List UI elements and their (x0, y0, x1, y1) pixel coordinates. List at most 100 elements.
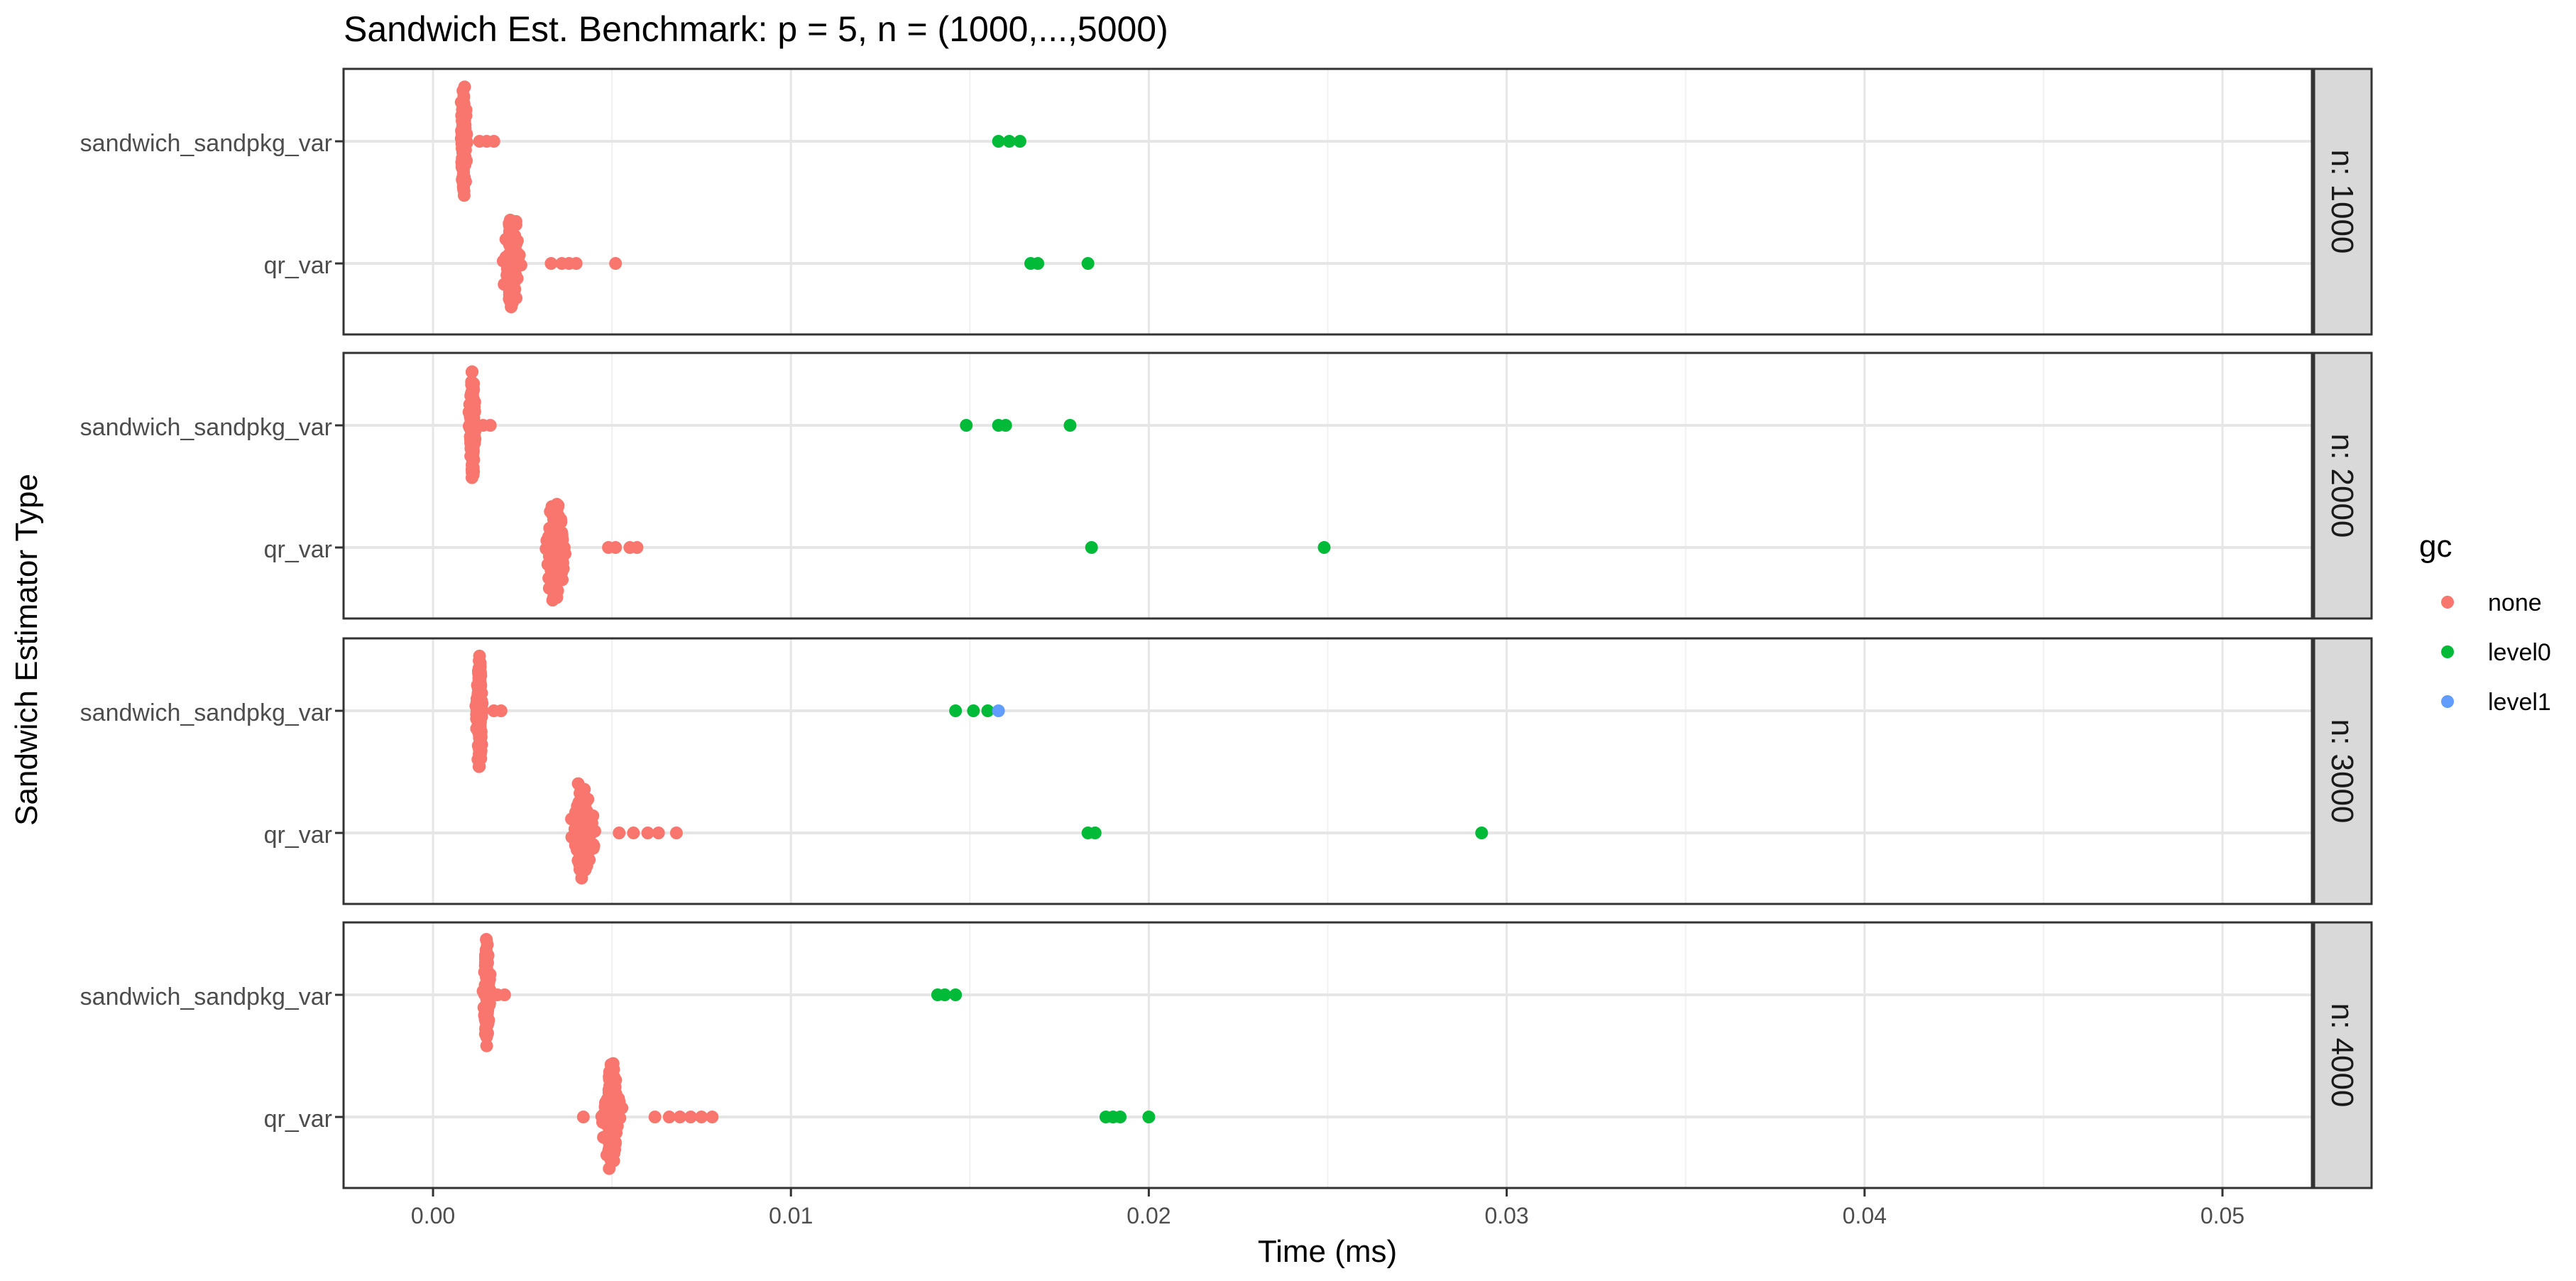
point-none (695, 1111, 708, 1123)
facet-strip (2313, 921, 2373, 1189)
point-level0 (999, 419, 1012, 432)
point-none (464, 432, 477, 446)
legend-key-level1 (2441, 695, 2454, 708)
point-level0 (1088, 827, 1102, 839)
point-none (481, 1027, 494, 1041)
point-none (480, 1039, 493, 1052)
chart-title: Sandwich Est. Benchmark: p = 5, n = (100… (344, 9, 1168, 49)
point-none (662, 1111, 676, 1123)
point-none (465, 408, 478, 422)
point-none (569, 257, 583, 270)
point-none (458, 133, 471, 147)
point-none (578, 783, 591, 796)
point-none (581, 792, 595, 806)
point-none (473, 680, 487, 694)
y-tick-label: qr_var (264, 822, 332, 849)
facet-panel: sandwich_sandpkg_var qr_var n: 2000 (80, 351, 2373, 620)
y-tick-label: sandwich_sandpkg_var (80, 414, 332, 441)
point-level0 (938, 988, 952, 1001)
facet-strip (2313, 351, 2373, 620)
point-none (467, 453, 481, 467)
point-none (487, 135, 500, 148)
x-tick-label: 0.05 (2200, 1203, 2245, 1228)
point-none (494, 704, 508, 717)
point-none (552, 561, 566, 574)
y-tick-label: sandwich_sandpkg_var (80, 983, 332, 1010)
point-none (574, 819, 588, 833)
point-none (457, 91, 471, 104)
point-none (641, 827, 654, 839)
point-none (648, 1111, 662, 1123)
x-tick-label: 0.00 (411, 1203, 455, 1228)
point-none (480, 932, 493, 946)
facet-panel: sandwich_sandpkg_var qr_var n: 1000 (80, 67, 2373, 336)
y-tick-label: qr_var (264, 252, 332, 279)
point-none (505, 296, 519, 310)
point-none (457, 180, 471, 193)
point-none (506, 281, 520, 295)
point-none (542, 538, 556, 551)
point-none (574, 831, 587, 844)
legend-key-level0 (2441, 645, 2454, 658)
point-none (627, 827, 640, 839)
facet-strip-label: n: 1000 (2325, 150, 2359, 254)
point-none (464, 420, 478, 434)
legend: gc none level0 level1 (2419, 529, 2551, 716)
point-none (467, 383, 481, 397)
point-none (578, 844, 591, 857)
point-level0 (1013, 135, 1026, 148)
point-none (609, 541, 623, 554)
point-none (509, 268, 522, 282)
point-none (604, 1129, 618, 1143)
point-level0 (1317, 541, 1331, 554)
point-level0 (992, 135, 1005, 148)
point-none (483, 419, 497, 432)
point-level0 (967, 704, 980, 717)
facet-strip (2313, 637, 2373, 905)
point-none (465, 365, 478, 378)
point-none (547, 584, 561, 597)
legend-label: level1 (2488, 689, 2551, 716)
point-none (652, 827, 665, 839)
point-none (673, 1111, 686, 1123)
point-none (588, 824, 601, 838)
point-none (508, 256, 522, 269)
legend-title: gc (2419, 529, 2452, 564)
x-tick-label: 0.03 (1484, 1203, 1528, 1228)
point-level0 (1063, 419, 1077, 432)
point-level0 (1475, 827, 1489, 839)
x-axis: 0.00 0.01 0.02 0.03 0.04 0.05 (411, 1188, 2245, 1228)
point-level1 (992, 704, 1005, 717)
point-none (544, 257, 558, 270)
point-none (498, 988, 511, 1001)
point-none (613, 827, 626, 839)
x-tick-label: 0.02 (1127, 1203, 1171, 1228)
point-none (474, 744, 488, 758)
facet-strip-label: n: 4000 (2325, 1003, 2359, 1108)
point-level0 (949, 988, 963, 1001)
facet-panel: sandwich_sandpkg_var qr_var n: 4000 (80, 921, 2373, 1189)
y-tick-label: sandwich_sandpkg_var (80, 130, 332, 157)
x-tick-label: 0.04 (1843, 1203, 1887, 1228)
point-none (613, 1111, 627, 1125)
point-none (473, 697, 486, 710)
point-none (504, 227, 517, 240)
point-none (604, 1058, 618, 1072)
point-none (473, 760, 486, 773)
point-none (555, 548, 569, 562)
point-none (481, 970, 494, 983)
point-none (606, 1080, 620, 1094)
facet-strip-label: n: 2000 (2325, 434, 2359, 538)
point-none (706, 1111, 719, 1123)
point-none (481, 1005, 494, 1018)
point-level0 (1002, 135, 1016, 148)
point-none (669, 827, 683, 839)
y-tick-label: qr_var (264, 536, 332, 563)
point-none (459, 152, 472, 165)
point-none (552, 530, 565, 543)
point-none (465, 471, 478, 484)
y-tick-label: sandwich_sandpkg_var (80, 699, 332, 726)
legend-label: none (2488, 589, 2542, 616)
